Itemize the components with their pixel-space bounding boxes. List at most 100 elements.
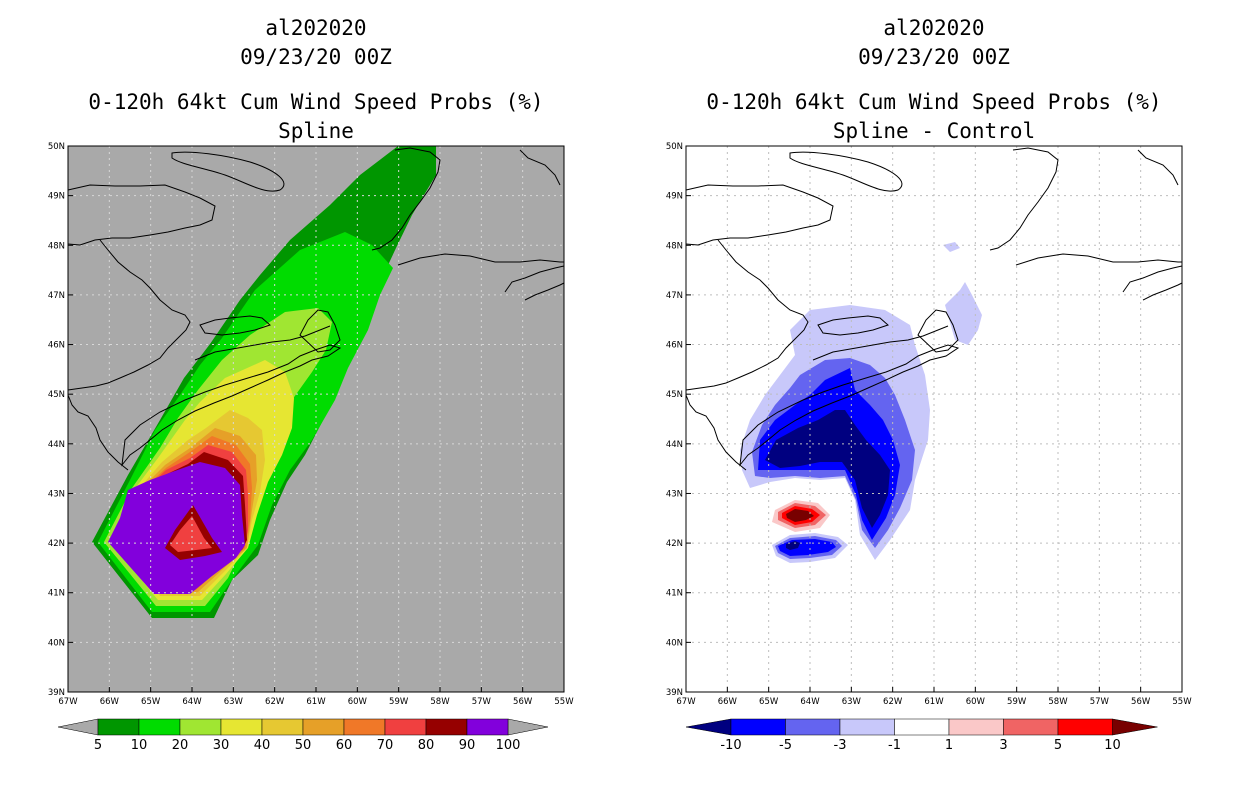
colorbar-under-triangle	[57, 718, 99, 736]
colorbar-segment	[948, 718, 1004, 736]
y-tick-label: 49N	[666, 192, 683, 202]
right-coastlines	[685, 147, 1183, 471]
pei-r	[817, 315, 889, 336]
diff-minus1-dot	[943, 242, 960, 252]
x-tick-label: 60W	[966, 697, 986, 707]
colorbar-segment	[425, 718, 468, 736]
nova-scotia-r	[739, 344, 960, 467]
x-tick-label: 59W	[389, 697, 409, 707]
colorbar-under-triangle	[685, 718, 732, 736]
colorbar-segment	[302, 718, 345, 736]
y-tick-label: 42N	[666, 539, 683, 549]
y-tick-label: 39N	[666, 688, 683, 698]
colorbar-label: -1	[888, 738, 901, 753]
colorbar-segment	[138, 718, 181, 736]
x-tick-label: 58W	[1048, 697, 1068, 707]
x-tick-label: 55W	[554, 697, 574, 707]
colorbar-over-triangle	[507, 718, 549, 736]
colorbar-over-triangle	[1112, 718, 1158, 736]
colorbar-label: 3	[999, 738, 1007, 753]
left-title-line-1: al202020	[265, 16, 367, 40]
y-tick-label: 42N	[48, 539, 65, 549]
colorbar-label: 100	[496, 738, 521, 753]
colorbar-segment	[839, 718, 895, 736]
y-tick-label: 41N	[666, 589, 683, 599]
colorbar-segment	[343, 718, 386, 736]
y-tick-label: 45N	[48, 390, 65, 400]
diff-red-10	[786, 509, 814, 522]
colorbar-label: 5	[94, 738, 102, 753]
x-tick-label: 63W	[842, 697, 862, 707]
newfoundland-west	[371, 147, 441, 251]
maine-coast-r	[685, 394, 747, 471]
x-tick-label: 65W	[141, 697, 161, 707]
new-brunswick-coast-r	[685, 239, 809, 391]
left-coastlines	[67, 147, 565, 471]
newfoundland-east	[519, 149, 561, 186]
colorbar-segment	[466, 718, 509, 736]
colorbar-label: 1	[945, 738, 953, 753]
y-tick-label: 43N	[666, 489, 683, 499]
left-x-ticks: 67W 66W 65W 64W 63W 62W 61W 60W 59W 58W 57W 56W 55W	[58, 687, 574, 707]
nova-scotia	[121, 344, 342, 467]
newfoundland-se-r	[1122, 265, 1183, 293]
newfoundland-se	[504, 265, 565, 293]
cape-breton	[299, 309, 341, 353]
colorbar-label: 5	[1054, 738, 1062, 753]
left-y-ticks: 39N 40N 41N 42N 43N 44N 45N 46N 47N 48N 49N 50N	[48, 142, 73, 698]
colorbar-segment	[730, 718, 786, 736]
colorbar-segment	[1057, 718, 1113, 736]
colorbar-label: 70	[377, 738, 394, 753]
gaspe-coast-r	[685, 184, 834, 246]
x-tick-label: 62W	[883, 697, 903, 707]
right-colorbar: -10 -5 -3 -1 1 3 5 10	[685, 718, 1158, 753]
x-tick-label: 59W	[1007, 697, 1027, 707]
colorbar-label: 50	[295, 738, 312, 753]
x-tick-label: 55W	[1172, 697, 1192, 707]
y-tick-label: 44N	[48, 440, 65, 450]
y-tick-label: 41N	[48, 589, 65, 599]
y-tick-label: 50N	[666, 142, 683, 152]
right-title-line-4: Spline - Control	[832, 119, 1036, 143]
colorbar-label: 80	[418, 738, 435, 753]
y-tick-label: 47N	[48, 291, 65, 301]
colorbar-segment	[97, 718, 140, 736]
y-tick-label: 43N	[48, 489, 65, 499]
diff-minus10-area	[765, 410, 890, 528]
x-tick-label: 66W	[718, 697, 738, 707]
colorbar-segment	[179, 718, 222, 736]
newfoundland-east-r	[1137, 149, 1179, 186]
pei	[199, 315, 271, 336]
x-tick-label: 67W	[58, 697, 78, 707]
colorbar-label: 60	[336, 738, 353, 753]
left-title-line-2: 09/23/20 00Z	[240, 45, 392, 69]
nova-scotia-north	[194, 325, 331, 361]
x-tick-label: 56W	[1131, 697, 1151, 707]
right-title-line-3: 0-120h 64kt Cum Wind Speed Probs (%)	[706, 90, 1162, 114]
nova-scotia-north-r	[812, 325, 949, 361]
y-tick-label: 39N	[48, 688, 65, 698]
right-diff-fill	[740, 242, 982, 563]
x-tick-label: 61W	[924, 697, 944, 707]
x-tick-label: 65W	[759, 697, 779, 707]
colorbar-segment	[894, 718, 950, 736]
y-tick-label: 40N	[48, 638, 65, 648]
colorbar-label: 90	[459, 738, 476, 753]
right-x-ticks: 67W 66W 65W 64W 63W 62W 61W 60W 59W 58W 57W 56W 55W	[676, 687, 1192, 707]
colorbar-label: 30	[213, 738, 230, 753]
maine-coast	[67, 394, 129, 471]
x-tick-label: 61W	[306, 697, 326, 707]
colorbar-segment	[261, 718, 304, 736]
left-title-line-4: Spline	[278, 119, 354, 143]
colorbar-label: -5	[779, 738, 792, 753]
x-tick-label: 64W	[800, 697, 820, 707]
left-title-line-3: 0-120h 64kt Cum Wind Speed Probs (%)	[88, 90, 544, 114]
anticosti-island	[171, 151, 285, 192]
colorbar-label: 40	[254, 738, 271, 753]
gaspe-coast	[67, 184, 216, 246]
y-tick-label: 46N	[48, 341, 65, 351]
right-grid	[686, 146, 1182, 692]
x-tick-label: 63W	[224, 697, 244, 707]
x-tick-label: 62W	[265, 697, 285, 707]
